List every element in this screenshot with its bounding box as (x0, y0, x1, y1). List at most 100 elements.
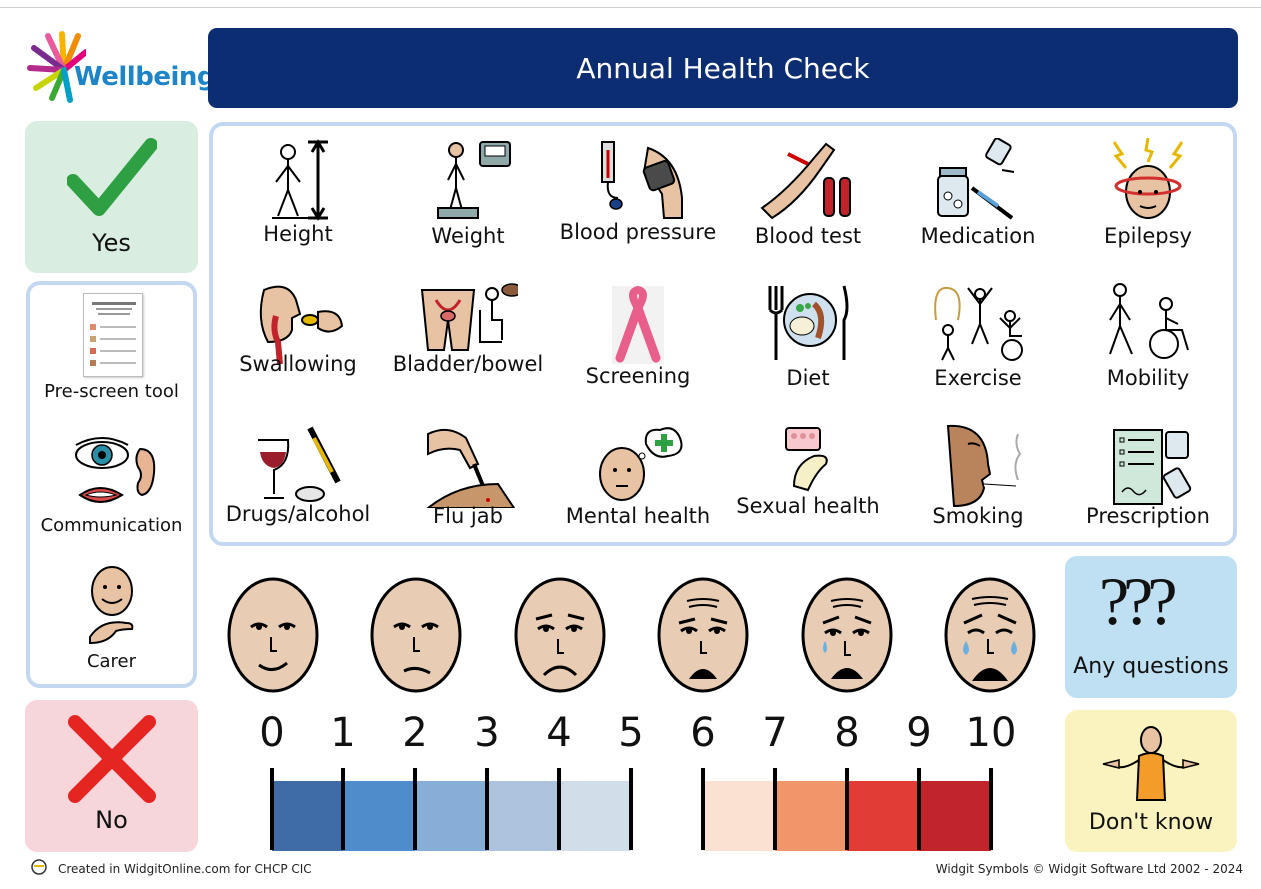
no-card[interactable]: No (25, 700, 198, 852)
scale-bar-segment[interactable] (415, 781, 487, 851)
scale-number-6[interactable]: 6 (690, 710, 716, 756)
cross-icon (68, 715, 156, 803)
wellbeing-logo: Wellbeing (26, 28, 216, 104)
scale-tick (701, 768, 705, 850)
logo-burst-icon (27, 31, 89, 103)
no-label: No (95, 806, 128, 834)
topic-drugs-alcohol[interactable]: Drugs/alcohol (213, 416, 383, 551)
topic-mental-health[interactable]: Mental health (553, 416, 723, 551)
topic-mobility[interactable]: Mobility (1063, 272, 1233, 407)
topic-blood-test[interactable]: Blood test (723, 130, 893, 265)
scale-bar-segment[interactable] (272, 781, 343, 851)
blood-pressure-icon (601, 141, 683, 219)
flu-jab-icon (426, 428, 516, 508)
sexual-health-icon (785, 427, 828, 492)
pre-screen-document-icon[interactable] (83, 293, 143, 377)
dont-know-card[interactable]: Don't know (1065, 710, 1237, 852)
prescription-icon (1113, 429, 1192, 505)
topic-label: Medication (920, 224, 1036, 248)
health-topics-grid: Height Weight Blood pressure Blood (209, 122, 1237, 546)
topic-prescription[interactable]: Prescription (1063, 416, 1233, 551)
weight-icon (437, 141, 511, 219)
topic-label: Bladder/bowel (392, 352, 544, 376)
topic-label: Swallowing (239, 352, 357, 376)
topic-exercise[interactable]: Exercise (893, 272, 1063, 407)
scale-bar-segment[interactable] (343, 781, 415, 851)
topic-swallowing[interactable]: Swallowing (213, 272, 383, 407)
scale-tick (485, 768, 489, 850)
topic-diet[interactable]: Diet (723, 272, 893, 407)
scale-tick (773, 768, 777, 850)
scale-bar-segment[interactable] (847, 781, 919, 851)
checkmark-icon (67, 138, 157, 216)
face-2-icon (370, 577, 462, 693)
topic-label: Blood pressure (559, 220, 717, 244)
top-divider (0, 7, 1261, 8)
topic-blood-pressure[interactable]: Blood pressure (553, 130, 723, 265)
topic-bladder-bowel[interactable]: Bladder/bowel (383, 272, 553, 407)
blood-test-icon (760, 142, 851, 220)
support-panel: Pre-screen tool Communication Carer (26, 281, 197, 688)
scale-bar-segment[interactable] (487, 781, 559, 851)
topic-sexual-health[interactable]: Sexual health (723, 416, 893, 551)
topic-label: Sexual health (736, 494, 880, 518)
topic-height[interactable]: Height (213, 130, 383, 265)
scale-number-3[interactable]: 3 (474, 710, 500, 756)
screening-ribbon-icon (612, 285, 664, 364)
scale-number-4[interactable]: 4 (546, 710, 572, 756)
topic-label: Exercise (934, 366, 1022, 390)
scale-bar-segment[interactable] (559, 781, 631, 851)
topic-label: Mobility (1106, 366, 1190, 390)
page-title: Annual Health Check (576, 51, 870, 85)
question-marks-icon: ??? (1099, 563, 1178, 639)
carer-label: Carer (86, 651, 137, 672)
scale-tick (629, 768, 633, 850)
logo-text: Wellbeing (74, 62, 216, 92)
face-8-icon (801, 577, 893, 693)
topic-flu-jab[interactable]: Flu jab (383, 416, 553, 551)
scale-tick (557, 768, 561, 850)
topic-label: Height (263, 222, 333, 246)
scale-number-10[interactable]: 10 (965, 710, 1017, 756)
scale-tick (341, 768, 345, 850)
scale-number-7[interactable]: 7 (762, 710, 788, 756)
scale-number-1[interactable]: 1 (330, 710, 356, 756)
scale-number-9[interactable]: 9 (906, 710, 932, 756)
communication-icon[interactable] (70, 435, 160, 513)
face-10-icon (944, 577, 1036, 693)
any-questions-label: Any questions (1073, 654, 1229, 679)
topic-medication[interactable]: Medication (893, 130, 1063, 265)
exercise-icon (934, 286, 1023, 361)
face-4-icon (514, 577, 606, 693)
scale-number-8[interactable]: 8 (834, 710, 860, 756)
scale-number-2[interactable]: 2 (402, 710, 428, 756)
topic-label: Screening (585, 364, 691, 388)
pre-screen-label: Pre-screen tool (44, 381, 179, 402)
carer-icon[interactable] (82, 565, 146, 647)
scale-tick (413, 768, 417, 850)
topic-screening[interactable]: Screening (553, 272, 723, 407)
any-questions-card[interactable]: ??? Any questions (1065, 556, 1237, 698)
scale-bar-segment[interactable] (919, 781, 991, 851)
scale-bar-segment[interactable] (775, 781, 847, 851)
bladder-bowel-icon (420, 283, 518, 351)
swallowing-icon (259, 285, 344, 364)
scale-bar-segment[interactable] (631, 781, 703, 851)
epilepsy-icon (1112, 138, 1184, 219)
topic-weight[interactable]: Weight (383, 130, 553, 265)
face-6-icon (657, 577, 749, 693)
topic-label: Diet (786, 366, 830, 390)
topic-label: Flu jab (433, 504, 503, 528)
scale-bar-segment[interactable] (703, 781, 775, 851)
scale-tick (845, 768, 849, 850)
scale-number-5[interactable]: 5 (618, 710, 644, 756)
topic-epilepsy[interactable]: Epilepsy (1063, 130, 1233, 265)
communication-label: Communication (40, 515, 183, 536)
topic-label: Smoking (932, 504, 1024, 528)
scale-number-0[interactable]: 0 (259, 710, 285, 756)
topic-smoking[interactable]: Smoking (893, 416, 1063, 551)
yes-card[interactable]: Yes (25, 121, 198, 273)
dont-know-label: Don't know (1088, 810, 1214, 835)
topic-label: Blood test (754, 224, 862, 248)
topic-label: Drugs/alcohol (225, 502, 371, 526)
